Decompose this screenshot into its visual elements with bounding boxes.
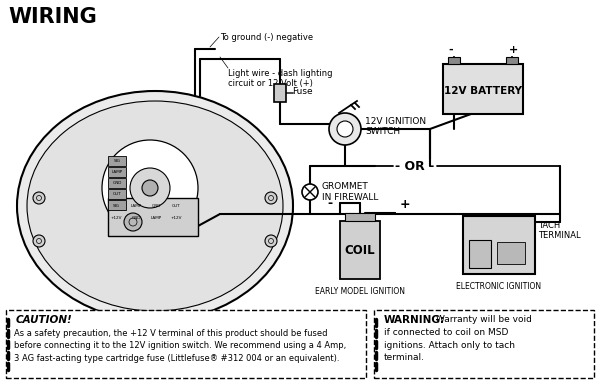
Text: WIRING: WIRING: [8, 7, 97, 27]
Text: COIL: COIL: [344, 243, 376, 257]
Text: EARLY MODEL IGNITION: EARLY MODEL IGNITION: [315, 287, 405, 296]
Bar: [6, 310, 366, 378]
Bar: [108, 189, 126, 199]
Text: LAMP: LAMP: [130, 204, 142, 208]
Circle shape: [33, 192, 45, 204]
Bar: [463, 216, 535, 274]
Circle shape: [102, 140, 198, 236]
Text: CAUTION!: CAUTION!: [16, 315, 73, 325]
Bar: [345, 213, 375, 221]
Bar: [374, 310, 594, 378]
Bar: [108, 178, 126, 188]
Text: -: -: [328, 197, 332, 210]
Bar: [108, 200, 126, 210]
Bar: [469, 240, 491, 268]
Text: Warranty will be void: Warranty will be void: [436, 315, 532, 324]
Text: LAMP: LAMP: [151, 216, 161, 220]
Text: GND: GND: [112, 181, 122, 185]
Circle shape: [265, 192, 277, 204]
Text: SIG: SIG: [113, 159, 121, 163]
Text: OUT: OUT: [172, 204, 181, 208]
Text: Light wire - dash lighting
circuit or 12 Volt (+): Light wire - dash lighting circuit or 12…: [228, 69, 332, 88]
Ellipse shape: [17, 91, 293, 321]
Bar: [108, 198, 198, 236]
Ellipse shape: [27, 101, 283, 311]
Text: WARNING:: WARNING:: [384, 315, 445, 325]
Text: LAMP: LAMP: [112, 170, 122, 174]
Circle shape: [130, 168, 170, 208]
Text: GROMMET
IN FIREWALL: GROMMET IN FIREWALL: [322, 182, 379, 202]
Text: TACH
TERMINAL: TACH TERMINAL: [538, 221, 581, 240]
Text: +: +: [400, 197, 410, 210]
Circle shape: [302, 184, 318, 200]
Text: ELECTRONIC IGNITION: ELECTRONIC IGNITION: [457, 282, 542, 291]
Bar: [340, 221, 380, 279]
Circle shape: [124, 213, 142, 231]
Text: 12V IGNITION
SWITCH: 12V IGNITION SWITCH: [365, 117, 426, 136]
Circle shape: [337, 121, 353, 137]
Text: +12V: +12V: [110, 216, 122, 220]
Text: - OR -: - OR -: [395, 159, 434, 172]
Text: +: +: [509, 45, 518, 55]
Circle shape: [142, 180, 158, 196]
Text: Fuse: Fuse: [292, 88, 313, 96]
Bar: [497, 242, 525, 264]
Text: As a safety precaution, the +12 V terminal of this product should be fused
befor: As a safety precaution, the +12 V termin…: [14, 329, 346, 363]
Bar: [448, 57, 460, 64]
Bar: [108, 167, 126, 177]
Circle shape: [33, 235, 45, 247]
Text: GND: GND: [151, 204, 161, 208]
Bar: [108, 156, 126, 166]
Bar: [506, 57, 518, 64]
Circle shape: [265, 235, 277, 247]
Text: +12V: +12V: [170, 216, 182, 220]
Text: GND: GND: [131, 216, 140, 220]
Text: -: -: [448, 45, 452, 55]
Circle shape: [329, 113, 361, 145]
Bar: [274, 84, 286, 102]
Text: To ground (-) negative: To ground (-) negative: [220, 33, 313, 41]
Text: 12V BATTERY: 12V BATTERY: [444, 86, 522, 96]
Text: SIG: SIG: [113, 204, 119, 208]
Text: if connected to coil on MSD
ignitions. Attach only to tach
terminal.: if connected to coil on MSD ignitions. A…: [384, 328, 515, 362]
Bar: [443, 64, 523, 114]
Text: OUT: OUT: [113, 192, 121, 196]
